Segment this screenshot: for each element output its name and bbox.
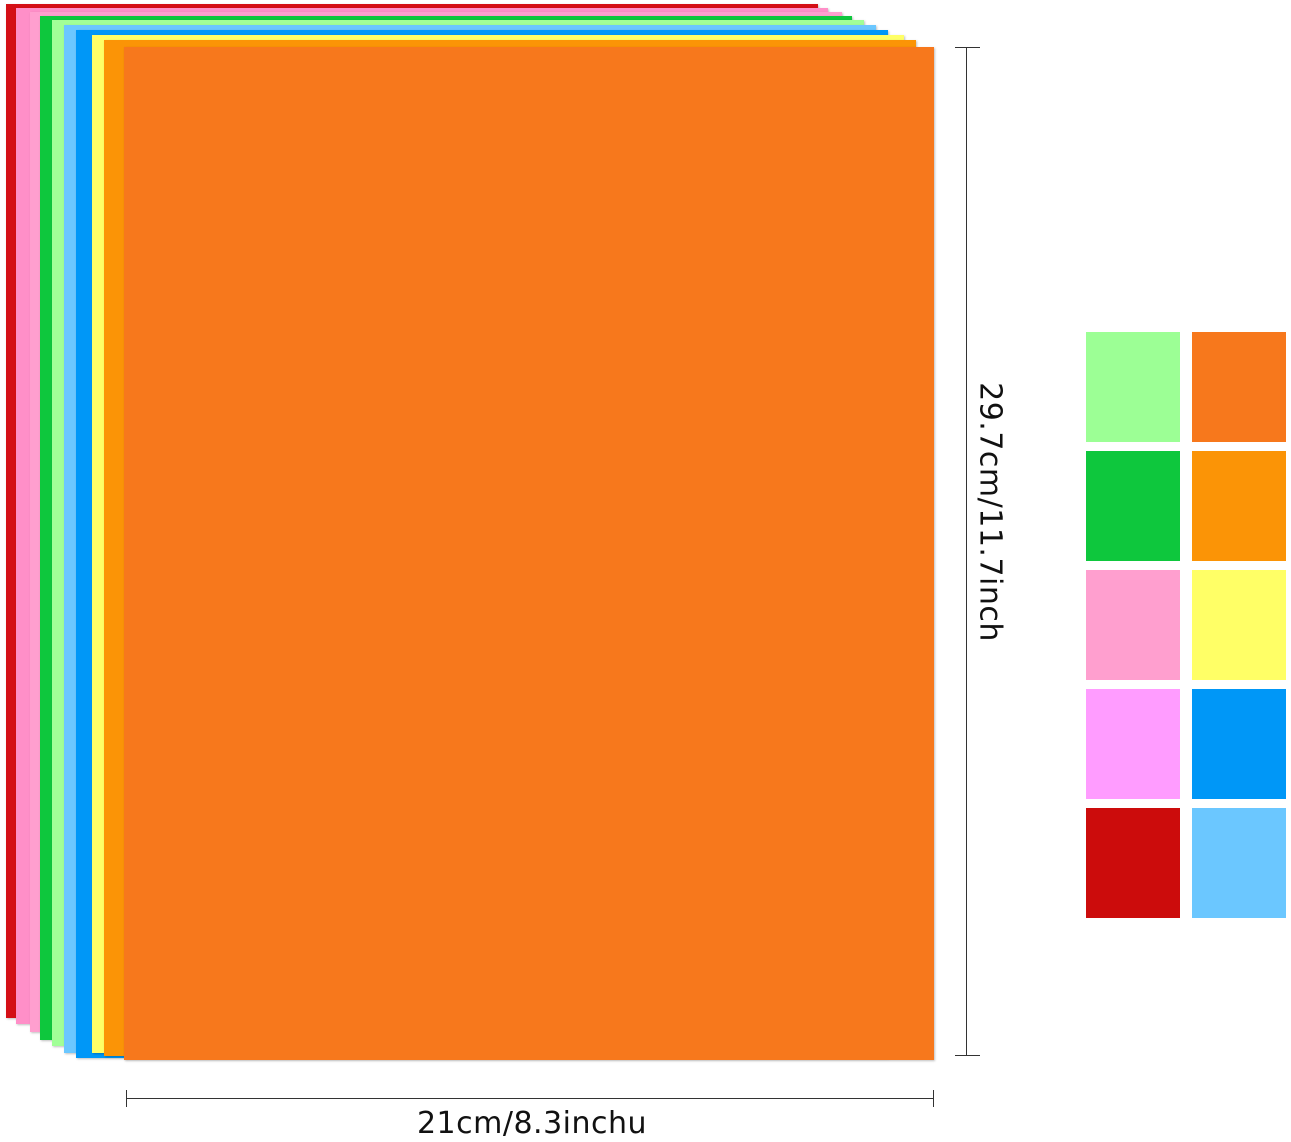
color-swatch <box>1086 808 1180 918</box>
width-dimension-tick <box>126 1090 127 1107</box>
color-swatch <box>1086 570 1180 680</box>
color-swatch <box>1192 332 1286 442</box>
color-swatch <box>1192 689 1286 799</box>
height-dimension-line <box>966 47 967 1056</box>
height-dimension-tick <box>955 1055 980 1056</box>
color-swatch <box>1086 451 1180 561</box>
width-dimension-line <box>126 1098 934 1099</box>
height-dimension-tick <box>955 47 980 48</box>
width-dimension-label: 21cm/8.3inchu <box>416 1106 648 1141</box>
paper-sheet-stack <box>6 4 934 1060</box>
front-paper-sheet <box>124 47 934 1060</box>
color-swatch <box>1086 332 1180 442</box>
color-swatch <box>1192 451 1286 561</box>
height-dimension-label: 29.7cm/11.7inch <box>972 382 1008 642</box>
color-swatch-grid <box>1086 332 1288 918</box>
color-swatch <box>1192 570 1286 680</box>
color-swatch <box>1192 808 1286 918</box>
color-swatch <box>1086 689 1180 799</box>
width-dimension-tick <box>933 1090 934 1107</box>
